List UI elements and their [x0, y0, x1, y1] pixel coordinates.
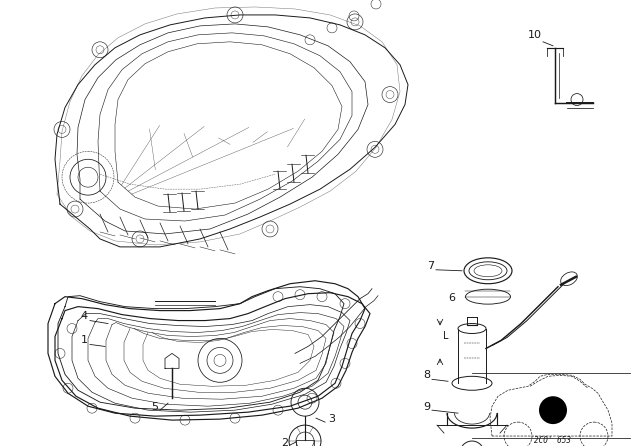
Text: 4: 4	[81, 310, 88, 321]
Text: L: L	[443, 332, 449, 341]
Text: 7: 7	[427, 261, 434, 271]
Circle shape	[539, 396, 567, 424]
Text: 5: 5	[151, 402, 158, 412]
Text: 2CO' 653: 2CO' 653	[534, 436, 572, 445]
Text: 10: 10	[528, 30, 542, 40]
Text: 8: 8	[423, 370, 430, 380]
Text: 3: 3	[328, 414, 335, 424]
Bar	[296, 440, 314, 448]
Text: 6: 6	[449, 293, 456, 303]
Text: 1: 1	[81, 336, 88, 345]
Text: 2: 2	[281, 438, 288, 448]
Text: 9: 9	[423, 402, 430, 412]
